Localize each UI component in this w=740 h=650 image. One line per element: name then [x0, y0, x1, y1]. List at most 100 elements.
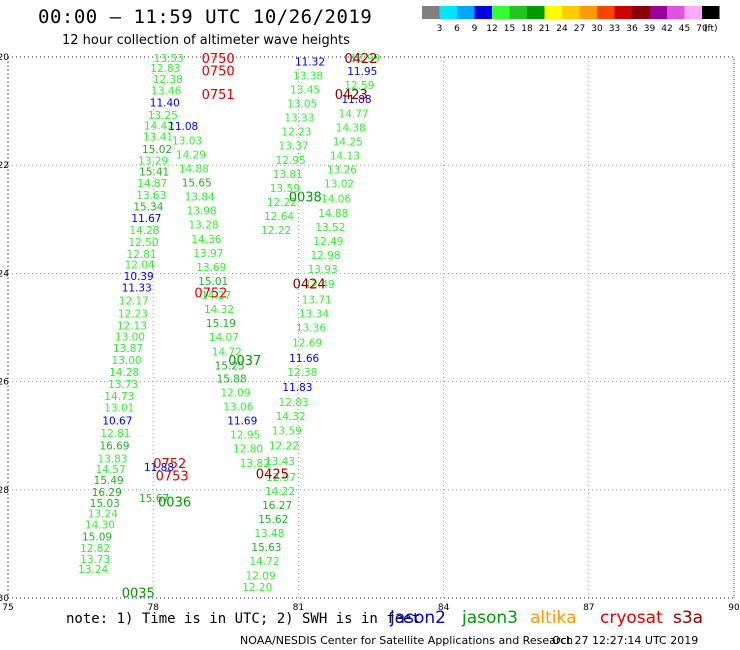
chart-title: 00:00 – 11:59 UTC 10/26/2019 — [38, 6, 373, 28]
y-tick-label: -20 — [0, 53, 9, 63]
swh-value-label: 13.99 — [350, 53, 380, 65]
swh-value-label: 13.59 — [270, 183, 300, 195]
swh-value-label: 12.09 — [246, 570, 276, 582]
swh-value-label: 15.19 — [206, 318, 236, 330]
legend-tick-label: 33 — [609, 24, 620, 34]
swh-value-label: 13.87 — [113, 343, 143, 355]
swh-value-label: 12.83 — [150, 63, 180, 75]
pass-time-label: 0422 — [344, 52, 377, 67]
credit-line: NOAA/NESDIS Center for Satellite Applica… — [240, 634, 574, 647]
pass-time-label: 0038 — [289, 191, 322, 206]
swh-value-label: 14.72 — [249, 556, 279, 568]
legend-tick-label: 70 — [696, 24, 708, 34]
swh-value-label: 15.62 — [258, 514, 288, 526]
swh-value-label: 13.25 — [148, 110, 178, 122]
swh-value-label: 12.82 — [80, 543, 110, 555]
pass-time-label: 0425 — [256, 468, 289, 483]
swh-value-label: 14.73 — [104, 391, 134, 403]
swh-value-label: 13.59 — [272, 425, 302, 437]
swh-value-label: 14.32 — [204, 304, 234, 316]
legend-tick-label: 3 — [437, 24, 443, 34]
swh-value-label: 13.02 — [324, 179, 354, 191]
swh-value-label: 13.83 — [98, 453, 128, 465]
legend-altika: altika — [530, 608, 577, 628]
swh-value-label: 11.08 — [168, 121, 198, 133]
swh-value-label: 14.13 — [330, 150, 360, 162]
legend-swatch — [474, 6, 492, 19]
legend-swatch — [667, 6, 685, 19]
swh-value-label: 13.29 — [138, 155, 168, 167]
swh-value-label: 12.49 — [305, 279, 335, 291]
swh-value-label: 13.73 — [108, 379, 138, 391]
swh-value-label: 13.53 — [154, 53, 184, 65]
swh-value-label: 11.32 — [295, 56, 325, 68]
legend-tick-label: 27 — [574, 24, 585, 34]
swh-value-label: 12.13 — [117, 320, 147, 332]
swh-value-label: 10.39 — [124, 271, 154, 283]
x-tick-label: 87 — [583, 603, 594, 610]
swh-value-label: 12.69 — [292, 338, 322, 350]
swh-value-label: 13.00 — [112, 355, 142, 367]
swh-value-label: 12.22 — [261, 225, 291, 237]
swh-value-label: 14.07 — [209, 332, 239, 344]
swh-value-label: 13.38 — [293, 70, 323, 82]
swh-value-label: 14.27 — [201, 290, 231, 302]
swh-value-label: 13.73 — [80, 554, 110, 566]
swh-value-label: 13.01 — [104, 403, 134, 415]
legend-swatch — [562, 6, 580, 19]
legend-swatch — [439, 6, 457, 19]
pass-time-label: 0753 — [156, 470, 189, 485]
swh-value-label: 13.33 — [284, 113, 314, 125]
y-tick-label: -30 — [0, 594, 9, 604]
legend-tick-label: 36 — [626, 24, 638, 34]
swh-value-label: 13.71 — [302, 294, 332, 306]
swh-value-label: 13.28 — [189, 220, 219, 232]
swh-value-label: 13.46 — [151, 86, 181, 98]
plot-frame — [7, 56, 735, 599]
pass-time-label: 0752 — [194, 286, 227, 301]
x-tick-label: 90 — [728, 603, 740, 610]
pass-time-label: 0037 — [228, 354, 261, 369]
pass-time-label: 0035 — [122, 587, 155, 602]
swh-value-label: 15.01 — [198, 276, 228, 288]
swh-value-label: 14.25 — [333, 136, 363, 148]
swh-value-label: 12.50 — [128, 237, 158, 249]
swh-value-label: 12.17 — [119, 295, 149, 307]
legend-tick-label: 30 — [591, 24, 603, 34]
swh-value-label: 13.48 — [254, 528, 284, 540]
swh-value-label: 14.29 — [176, 149, 206, 161]
swh-value-label: 11.69 — [227, 416, 257, 428]
chart-subtitle: 12 hour collection of altimeter wave hei… — [62, 33, 350, 48]
swh-value-label: 13.84 — [185, 192, 215, 204]
pass-time-label: 0036 — [158, 496, 191, 511]
pass-time-label: 0751 — [202, 88, 235, 103]
swh-value-label: 12.49 — [313, 236, 343, 248]
swh-value-label: 13.26 — [327, 165, 357, 177]
pass-time-label: 0424 — [293, 278, 326, 293]
swh-value-label: 14.87 — [137, 178, 167, 190]
swh-value-label: 13.06 — [223, 401, 253, 413]
swh-value-label: 11.67 — [131, 213, 161, 225]
swh-value-label: 12.81 — [100, 428, 130, 440]
swh-value-label: 14.57 — [96, 464, 126, 476]
swh-value-label: 12.22 — [269, 440, 299, 452]
y-tick-label: -22 — [0, 161, 9, 171]
y-tick-label: -28 — [0, 486, 9, 496]
swh-value-label: 13.41 — [143, 132, 173, 144]
wave-height-plot: 757881848790-20-22-24-26-28-3013.5312.83… — [0, 52, 740, 610]
swh-value-label: 11.95 — [347, 66, 377, 78]
swh-value-label: 13.24 — [88, 509, 118, 521]
y-tick-label: -24 — [0, 269, 9, 279]
swh-value-label: 13.98 — [187, 206, 217, 218]
swh-value-label: 12.97 — [266, 472, 296, 484]
swh-value-label: 12.59 — [344, 80, 374, 92]
legend-swatch — [509, 6, 527, 19]
swh-value-label: 13.81 — [273, 169, 303, 181]
swh-value-label: 12.38 — [287, 367, 317, 379]
legend-swatch — [649, 6, 667, 19]
legend-swatch — [684, 6, 702, 19]
swh-value-label: 16.69 — [99, 440, 129, 452]
swh-value-label: 15.03 — [90, 498, 120, 510]
x-tick-label: 81 — [293, 603, 304, 610]
legend-tick-label: 39 — [644, 24, 656, 34]
